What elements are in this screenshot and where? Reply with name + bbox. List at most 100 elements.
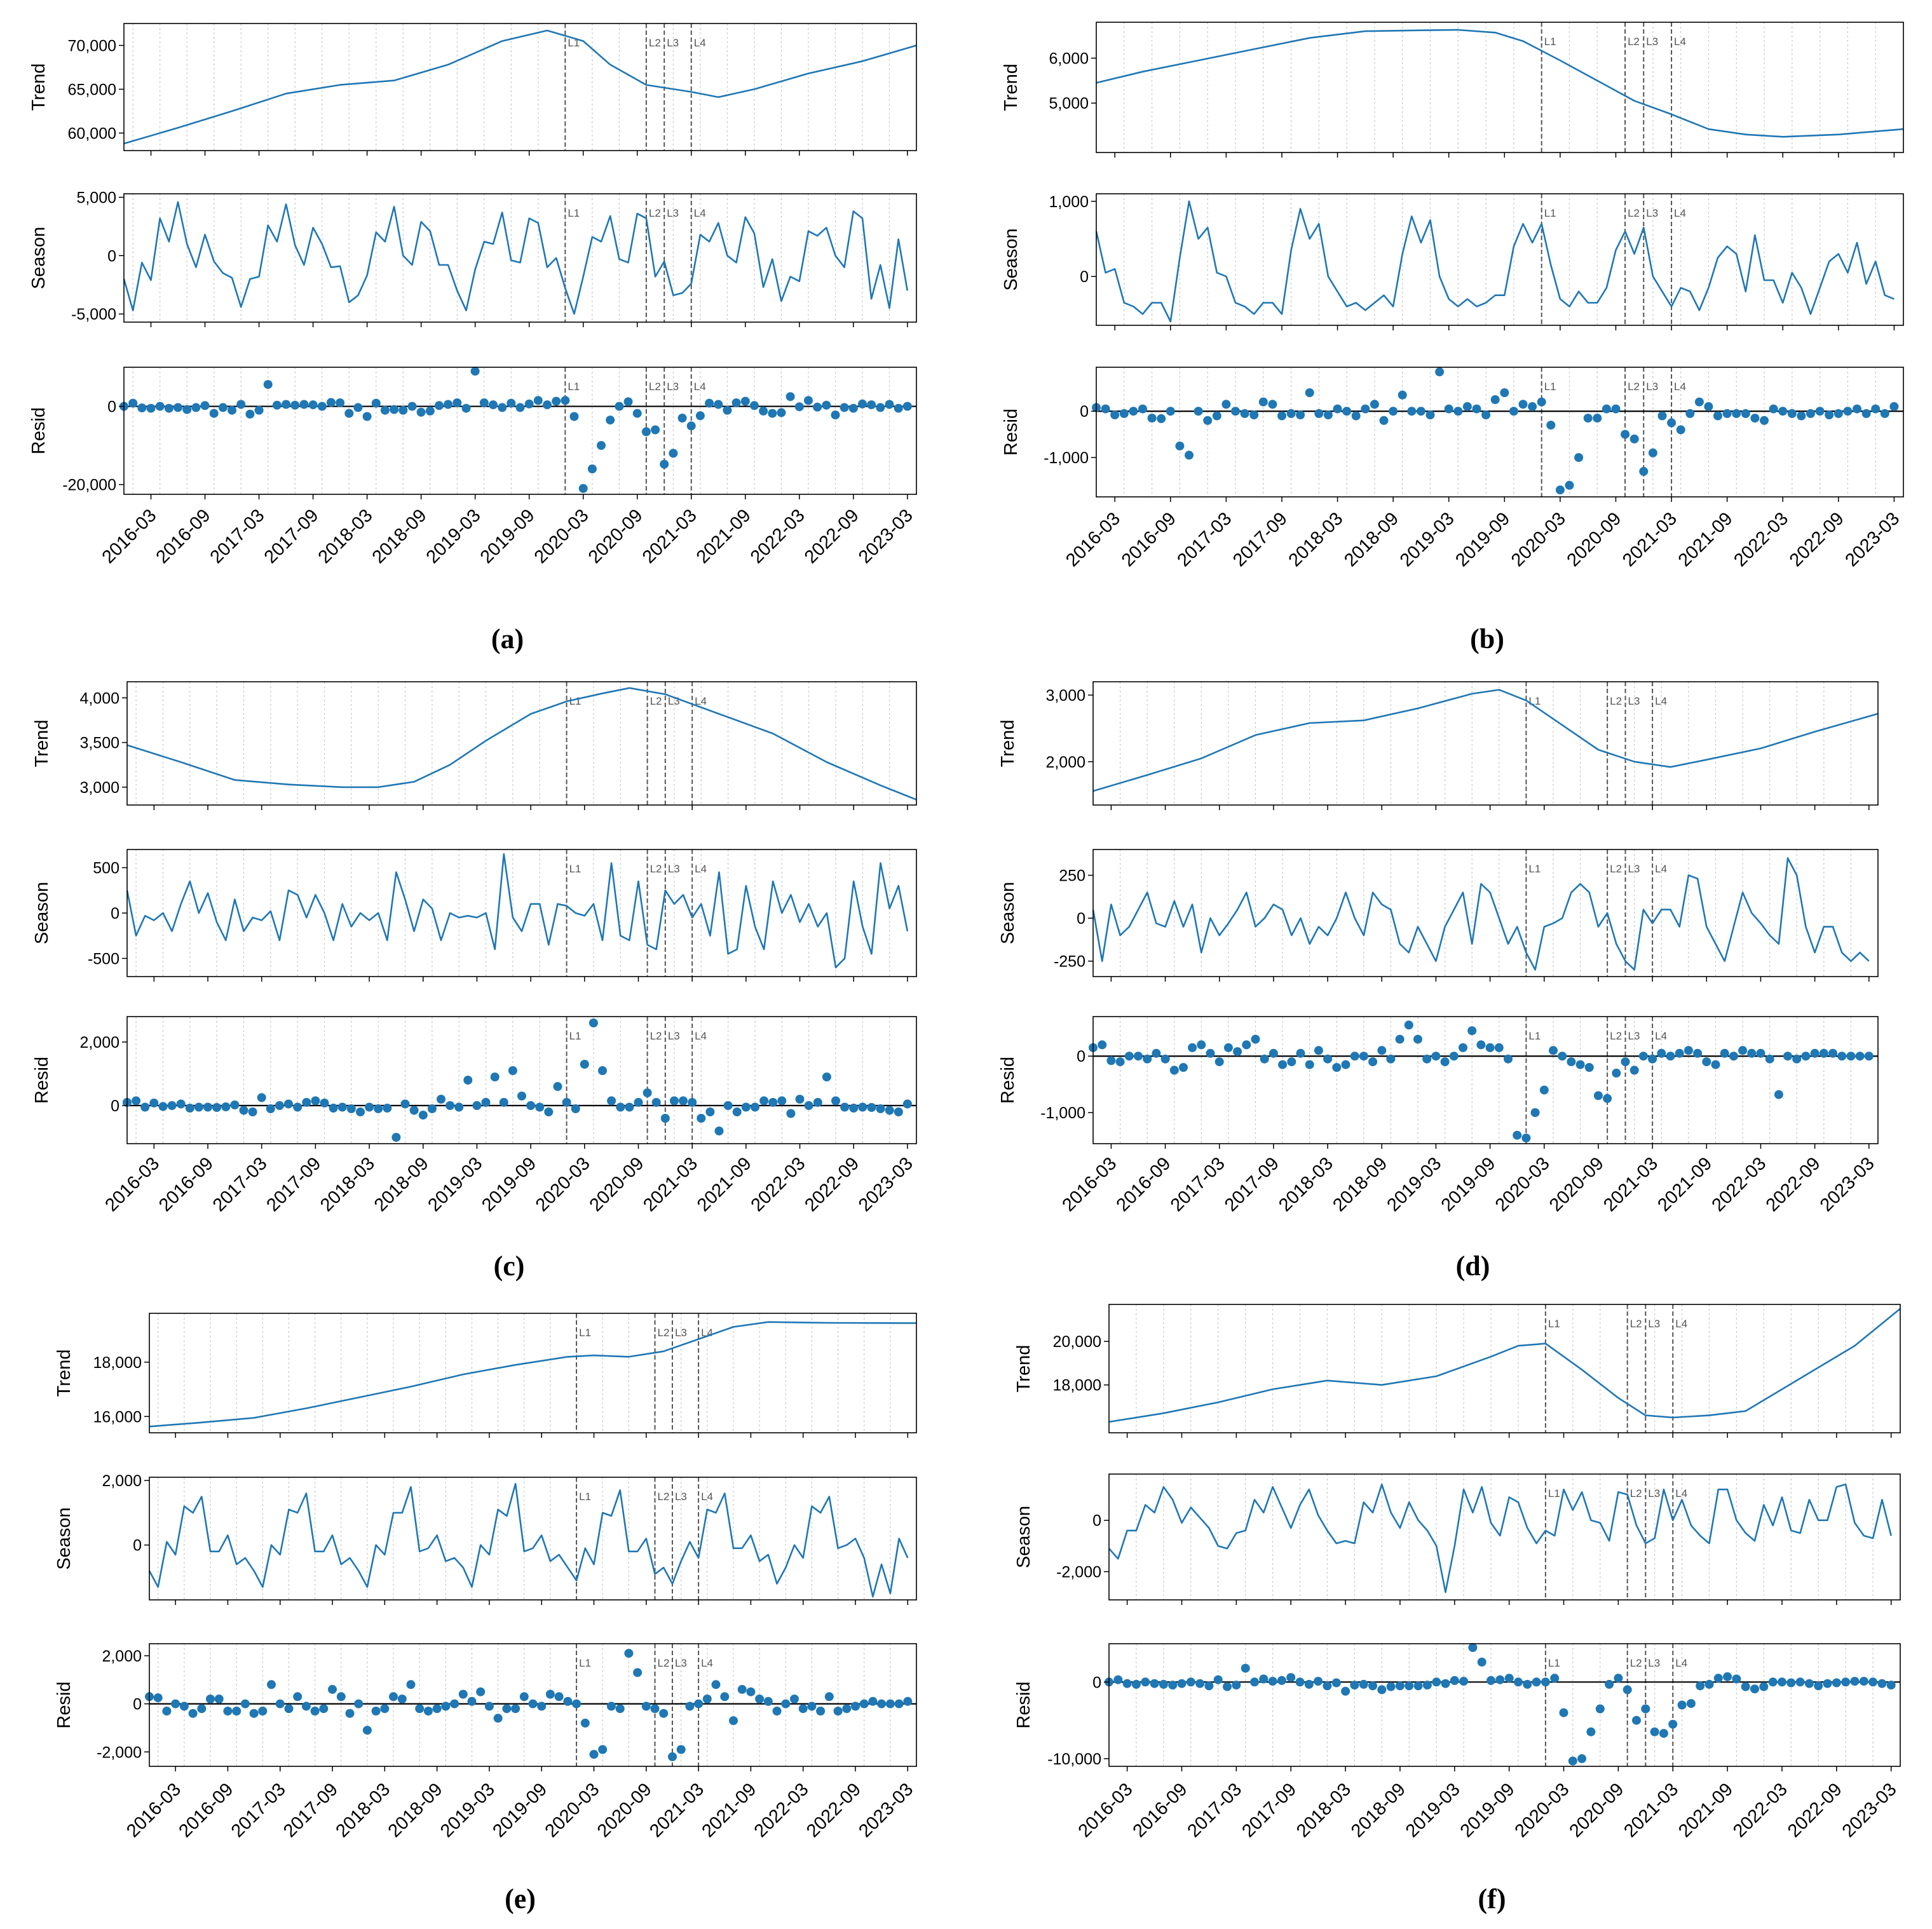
resid-point — [1188, 1043, 1197, 1052]
resid-point — [1684, 1046, 1693, 1055]
marker-label-l4: L4 — [1655, 863, 1667, 875]
resid-point — [508, 1066, 517, 1075]
panel-caption: (e) — [505, 1883, 536, 1914]
resid-point — [258, 1707, 268, 1716]
resid-point — [1693, 1048, 1703, 1058]
resid-point — [452, 398, 462, 407]
resid-point — [1160, 1054, 1170, 1064]
axes-frame — [1108, 1473, 1901, 1601]
axes-frame — [1096, 367, 1904, 497]
resid-point — [1593, 414, 1602, 423]
resid-point — [561, 396, 570, 405]
resid-point — [354, 1699, 364, 1709]
resid-point — [1269, 1048, 1278, 1058]
resid-point — [214, 1695, 224, 1703]
resid-point — [1677, 1700, 1687, 1710]
resid-point — [1481, 410, 1491, 419]
axes-frame — [1096, 193, 1904, 326]
resid-point — [651, 1098, 661, 1107]
y-axis-label: Resid — [1014, 1681, 1034, 1728]
resid-point — [1138, 404, 1147, 414]
axes-frame — [1092, 1016, 1879, 1144]
resid-point — [723, 1101, 733, 1110]
resid-point — [1444, 404, 1453, 414]
resid-point — [397, 1695, 407, 1703]
resid-point — [768, 409, 777, 418]
resid-point — [677, 414, 687, 423]
subplot-season: L1 L2 L3 L4 0 2,000 Season — [54, 1472, 917, 1605]
x-tick-label: 2019-09 — [478, 1153, 540, 1215]
resid-point — [329, 1104, 338, 1113]
resid-point — [902, 402, 912, 411]
resid-point — [232, 1707, 242, 1716]
x-tick-label: 2021-09 — [1654, 1153, 1716, 1215]
resid-point — [470, 367, 480, 376]
resid-point — [230, 1100, 240, 1109]
resid-point — [641, 427, 651, 437]
x-tick-label: 2021-03 — [1620, 1779, 1682, 1841]
resid-point — [1351, 411, 1361, 421]
x-tick-label: 2020-09 — [594, 1779, 656, 1841]
y-tick-label: 0 — [111, 905, 119, 923]
x-tick-label: 2017-03 — [209, 1153, 271, 1215]
y-axis-label: Resid — [54, 1681, 74, 1728]
resid-point — [1101, 404, 1110, 414]
resid-point — [1792, 1054, 1802, 1064]
marker-label-l2: L2 — [649, 37, 661, 49]
resid-point — [816, 1707, 826, 1716]
season-line — [1108, 1483, 1892, 1594]
resid-point — [589, 1750, 599, 1759]
marker-label-l4: L4 — [1674, 36, 1686, 48]
resid-point — [1098, 1040, 1107, 1050]
resid-point — [553, 1082, 562, 1091]
resid-point — [200, 401, 210, 410]
resid-point — [476, 1687, 486, 1696]
resid-point — [1741, 409, 1750, 418]
marker-label-l3: L3 — [668, 863, 680, 875]
resid-point — [353, 403, 363, 412]
resid-point — [598, 1745, 608, 1754]
resid-point — [545, 1689, 555, 1699]
resid-point — [1134, 1052, 1143, 1061]
resid-point — [741, 1102, 751, 1112]
resid-point — [867, 400, 876, 410]
x-tick-label: 2017-03 — [228, 1779, 290, 1841]
resid-point — [1286, 1673, 1296, 1682]
resid-point — [328, 1684, 337, 1694]
resid-point — [263, 380, 273, 389]
marker-label-l3: L3 — [1646, 381, 1658, 393]
marker-label-l2: L2 — [658, 1491, 670, 1503]
resid-point — [598, 1066, 607, 1075]
resid-point — [1528, 402, 1537, 411]
resid-point — [1361, 404, 1370, 414]
resid-point — [679, 1096, 688, 1106]
resid-point — [1846, 1052, 1856, 1061]
resid-point — [1251, 1034, 1260, 1044]
y-tick-label: 0 — [1092, 1512, 1101, 1530]
resid-point — [1806, 409, 1815, 418]
resid-point — [1657, 411, 1667, 421]
x-tick-label: 2021-09 — [693, 505, 755, 567]
season-line — [1092, 857, 1870, 971]
subplot-resid: L1 L2 L3 L4 -20,000 0 Resid — [29, 367, 917, 499]
resid-point — [1131, 1679, 1141, 1689]
x-tick-label: 2022-09 — [1762, 1153, 1825, 1215]
resid-point — [763, 1696, 773, 1706]
resid-point — [737, 1684, 747, 1694]
x-tick-label: 2021-09 — [698, 1779, 760, 1841]
resid-point — [507, 398, 516, 408]
marker-label-l2: L2 — [1630, 1657, 1642, 1669]
resid-point — [1350, 1052, 1359, 1061]
resid-point — [444, 400, 453, 409]
marker-label-l2: L2 — [1630, 1318, 1642, 1330]
resid-point — [398, 405, 408, 415]
resid-point — [1648, 448, 1657, 457]
resid-point — [1398, 390, 1407, 400]
marker-label-l2: L2 — [650, 1030, 662, 1042]
resid-point — [1694, 397, 1704, 407]
resid-point — [1657, 1048, 1666, 1058]
x-tick-label: 2016-09 — [175, 1779, 238, 1841]
resid-point — [597, 441, 606, 450]
resid-point — [676, 1745, 686, 1754]
